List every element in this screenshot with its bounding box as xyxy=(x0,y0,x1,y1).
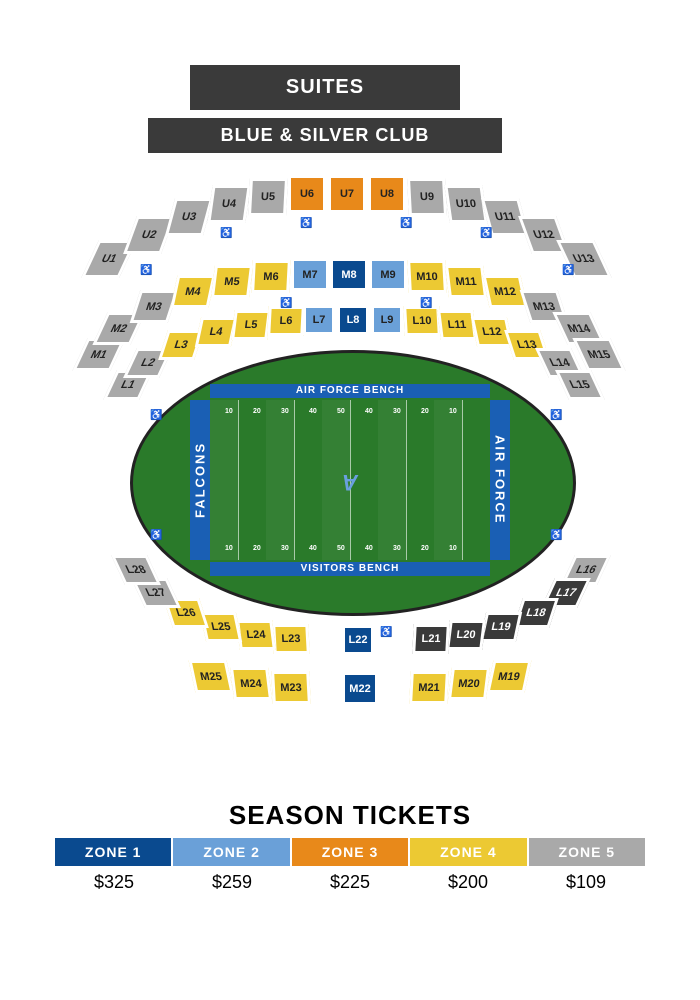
section-M7[interactable]: M7 xyxy=(291,258,329,291)
section-U8[interactable]: U8 xyxy=(368,175,406,213)
section-L28[interactable]: L28 xyxy=(111,555,161,585)
section-L20[interactable]: L20 xyxy=(446,620,486,650)
wheelchair-icon: ♿ xyxy=(300,218,312,229)
section-L19[interactable]: L19 xyxy=(480,612,522,642)
section-M19[interactable]: M19 xyxy=(486,660,531,693)
section-L7[interactable]: L7 xyxy=(303,305,335,335)
section-M24[interactable]: M24 xyxy=(230,667,272,700)
wheelchair-icon: ♿ xyxy=(420,298,432,309)
zone-price: $259 xyxy=(173,872,291,893)
section-M5[interactable]: M5 xyxy=(211,265,253,298)
section-M20[interactable]: M20 xyxy=(448,667,490,700)
section-M9[interactable]: M9 xyxy=(369,258,407,291)
visitors-bench: VISITORS BENCH xyxy=(210,562,490,576)
section-U6[interactable]: U6 xyxy=(288,175,326,213)
section-M15[interactable]: M15 xyxy=(572,338,625,371)
wheelchair-icon: ♿ xyxy=(140,265,152,276)
midfield-logo: A xyxy=(330,465,370,495)
section-L21[interactable]: L21 xyxy=(412,624,450,654)
section-M23[interactable]: M23 xyxy=(271,671,311,704)
zone-legend: ZONE 1ZONE 2ZONE 3ZONE 4ZONE 5 xyxy=(55,838,645,866)
endzone-right: AIR FORCE xyxy=(490,400,510,560)
zone-price: $200 xyxy=(409,872,527,893)
wheelchair-icon: ♿ xyxy=(150,530,162,541)
zone-price: $325 xyxy=(55,872,173,893)
zone-prices: $325$259$225$200$109 xyxy=(55,872,645,893)
section-L9[interactable]: L9 xyxy=(371,305,403,335)
section-L24[interactable]: L24 xyxy=(236,620,276,650)
section-M25[interactable]: M25 xyxy=(188,660,233,693)
section-M8[interactable]: M8 xyxy=(330,258,368,291)
section-L22[interactable]: L22 xyxy=(342,625,374,655)
wheelchair-icon: ♿ xyxy=(400,218,412,229)
wheelchair-icon: ♿ xyxy=(280,298,292,309)
section-U4[interactable]: U4 xyxy=(207,185,250,223)
zone-price: $109 xyxy=(527,872,645,893)
wheelchair-icon: ♿ xyxy=(562,265,574,276)
section-U7[interactable]: U7 xyxy=(328,175,366,213)
wheelchair-icon: ♿ xyxy=(380,627,392,638)
wheelchair-icon: ♿ xyxy=(150,410,162,421)
club-box: BLUE & SILVER CLUB xyxy=(148,118,502,153)
section-L11[interactable]: L11 xyxy=(437,310,477,340)
wheelchair-icon: ♿ xyxy=(550,410,562,421)
section-M22[interactable]: M22 xyxy=(342,672,378,705)
section-L15[interactable]: L15 xyxy=(555,370,605,400)
stadium-seating-chart: SUITES BLUE & SILVER CLUB AIR FORCE BENC… xyxy=(0,0,700,1000)
section-M4[interactable]: M4 xyxy=(170,275,215,308)
section-L23[interactable]: L23 xyxy=(272,624,310,654)
zone-tab: ZONE 2 xyxy=(173,838,291,866)
section-M10[interactable]: M10 xyxy=(407,260,447,293)
section-M6[interactable]: M6 xyxy=(251,260,291,293)
tickets-title: SEASON TICKETS xyxy=(0,800,700,831)
section-L8[interactable]: L8 xyxy=(337,305,369,335)
suites-box: SUITES xyxy=(190,65,460,110)
section-L10[interactable]: L10 xyxy=(403,306,441,336)
zone-price: $225 xyxy=(291,872,409,893)
zone-tab: ZONE 3 xyxy=(292,838,410,866)
endzone-left: FALCONS xyxy=(190,400,210,560)
wheelchair-icon: ♿ xyxy=(480,228,492,239)
zone-tab: ZONE 1 xyxy=(55,838,173,866)
section-U3[interactable]: U3 xyxy=(165,198,213,236)
zone-tab: ZONE 5 xyxy=(529,838,645,866)
section-U9[interactable]: U9 xyxy=(407,178,447,216)
section-L5[interactable]: L5 xyxy=(231,310,271,340)
section-L6[interactable]: L6 xyxy=(267,306,305,336)
wheelchair-icon: ♿ xyxy=(220,228,232,239)
zone-tab: ZONE 4 xyxy=(410,838,528,866)
section-L4[interactable]: L4 xyxy=(195,317,237,347)
section-M21[interactable]: M21 xyxy=(409,671,449,704)
wheelchair-icon: ♿ xyxy=(550,530,562,541)
section-M11[interactable]: M11 xyxy=(445,265,487,298)
section-U10[interactable]: U10 xyxy=(444,185,487,223)
stadium-map: AIR FORCE BENCH FALCONS AIR FORCE 101020… xyxy=(30,160,670,760)
section-U5[interactable]: U5 xyxy=(248,178,288,216)
home-bench: AIR FORCE BENCH xyxy=(210,384,490,398)
